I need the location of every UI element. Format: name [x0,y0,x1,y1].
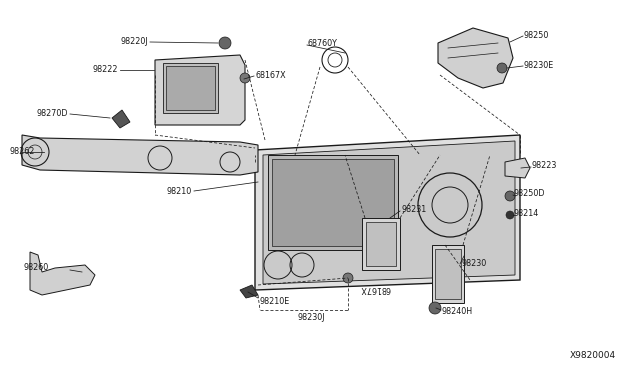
Bar [272,159,394,246]
Polygon shape [30,252,95,295]
Bar [163,63,218,113]
Polygon shape [112,110,130,128]
Text: 68167X: 68167X [360,283,390,292]
Text: 98210E: 98210E [260,298,291,307]
Text: 98222: 98222 [93,65,118,74]
Bar [268,155,398,250]
Text: 98270D: 98270D [36,109,68,118]
Text: 98240H: 98240H [442,308,473,317]
Text: 98230: 98230 [462,259,487,267]
Bar [432,245,464,303]
Text: 98230J: 98230J [298,314,326,323]
Polygon shape [505,158,530,178]
Text: 98231: 98231 [402,205,428,215]
Circle shape [506,211,514,219]
Text: 68167X: 68167X [255,71,285,80]
Circle shape [497,63,507,73]
Bar [366,222,396,266]
Polygon shape [22,135,258,175]
Text: 98223: 98223 [532,161,557,170]
Bar [435,249,461,299]
Text: 98220J: 98220J [120,38,148,46]
Polygon shape [438,28,513,88]
Circle shape [505,191,515,201]
Text: 98230E: 98230E [524,61,554,70]
Circle shape [429,302,441,314]
Polygon shape [255,135,520,290]
Polygon shape [263,141,515,284]
Text: 98250D: 98250D [514,189,545,199]
Circle shape [219,37,231,49]
Polygon shape [240,285,258,298]
Text: X9820004: X9820004 [570,350,616,359]
Bar [362,218,400,270]
Text: 68760Y: 68760Y [308,39,338,48]
Text: 98214: 98214 [514,209,540,218]
Circle shape [343,273,353,283]
Bar [166,66,215,110]
Text: 98210: 98210 [167,187,192,196]
Text: 98262: 98262 [10,148,35,157]
Polygon shape [155,55,245,125]
Text: 98250: 98250 [524,31,549,39]
Circle shape [240,73,250,83]
Text: 98260: 98260 [24,263,49,273]
